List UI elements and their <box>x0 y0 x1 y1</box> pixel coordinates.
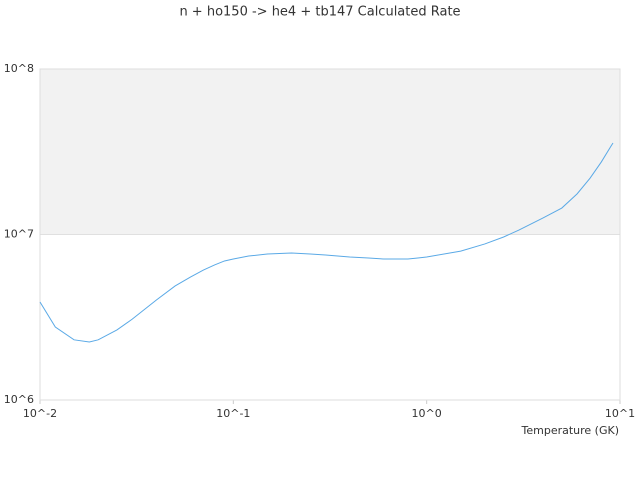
plot-border <box>39 68 621 401</box>
x-tick-label: 10^0 <box>412 407 442 420</box>
y-tick-label: 10^8 <box>4 62 34 75</box>
x-tick-label: 10^1 <box>605 407 635 420</box>
line <box>39 142 614 343</box>
x-tick-label: 10^-1 <box>216 407 250 420</box>
y-tick-label: 10^7 <box>4 228 34 241</box>
grid-band <box>40 69 620 235</box>
x-axis-label: Temperature (GK) <box>521 424 620 437</box>
grid-band <box>40 234 620 400</box>
y-tick-label: 10^6 <box>4 393 34 406</box>
chart-title: n + ho150 -> he4 + tb147 Calculated Rate <box>179 5 460 20</box>
x-tick-label: 10^-2 <box>23 407 57 420</box>
